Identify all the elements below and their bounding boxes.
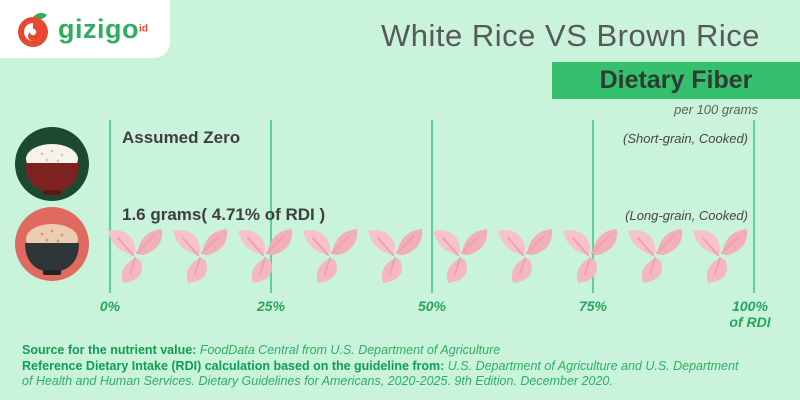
leaf-icon <box>497 228 554 284</box>
white-rice-bowl-icon <box>15 127 89 201</box>
leaf-icon <box>172 228 229 284</box>
brown-rice-value-label: 1.6 grams( 4.71% of RDI ) <box>122 205 326 224</box>
white-rice-variant-label: (Short-grain, Cooked) <box>623 131 748 146</box>
source-line-3: of Health and Human Services. Dietary Gu… <box>22 374 613 388</box>
source-line-1-lead: Source for the nutrient value: <box>22 343 200 357</box>
source-line-2-text: U.S. Department of Agriculture and U.S. … <box>447 358 739 373</box>
axis-tick-50: 50% <box>417 298 447 314</box>
leaf-icon <box>432 228 489 284</box>
leaf-icon <box>107 228 164 284</box>
source-line-1: Source for the nutrient value: FoodData … <box>22 343 738 359</box>
source-line-2-lead: Reference Dietary Intake (RDI) calculati… <box>22 358 448 373</box>
gridline-0pct <box>109 120 111 293</box>
brand-suffix: id <box>138 23 148 35</box>
gridline-25pct <box>270 120 272 293</box>
gizigo-logo-icon <box>18 12 48 47</box>
axis-tick-100: 100% of RDI <box>729 298 770 330</box>
brand-name: gizigoid <box>58 14 148 45</box>
gridline-100pct <box>753 120 755 293</box>
axis-tick-100-label: 100% <box>732 298 768 314</box>
subtitle: per 100 grams <box>674 102 758 117</box>
gridline-50pct <box>431 120 433 293</box>
logo-panel: gizigoid <box>0 0 170 58</box>
leaf-icon <box>237 228 294 284</box>
brown-rice-bowl-icon <box>15 207 89 281</box>
banner: Dietary Fiber <box>552 62 800 99</box>
leaf-icon <box>692 228 749 284</box>
brand-text: gizigo <box>58 13 139 44</box>
leaf-icon <box>302 228 359 284</box>
axis-tick-75: 75% <box>578 298 608 314</box>
axis-tick-25: 25% <box>256 298 286 314</box>
source-line-1-text: FoodData Central from U.S. Department of… <box>199 343 501 357</box>
axis-tick-0: 0% <box>99 298 121 314</box>
brown-rice-variant-label: (Long-grain, Cooked) <box>625 208 748 223</box>
leaf-pictograph-row <box>100 222 760 290</box>
white-rice-value-label: Assumed Zero <box>122 128 241 147</box>
source-line-2: Reference Dietary Intake (RDI) calculati… <box>22 359 738 375</box>
footer-source-notes: Source for the nutrient value: FoodData … <box>22 343 738 390</box>
banner-label: Dietary Fiber <box>599 66 753 94</box>
leaf-icon <box>562 228 619 284</box>
page-title: White Rice VS Brown Rice <box>381 18 760 53</box>
axis-unit-label: of RDI <box>729 314 771 330</box>
leaf-icon <box>367 228 424 284</box>
leaf-icon <box>627 228 684 284</box>
gridline-75pct <box>592 120 594 293</box>
